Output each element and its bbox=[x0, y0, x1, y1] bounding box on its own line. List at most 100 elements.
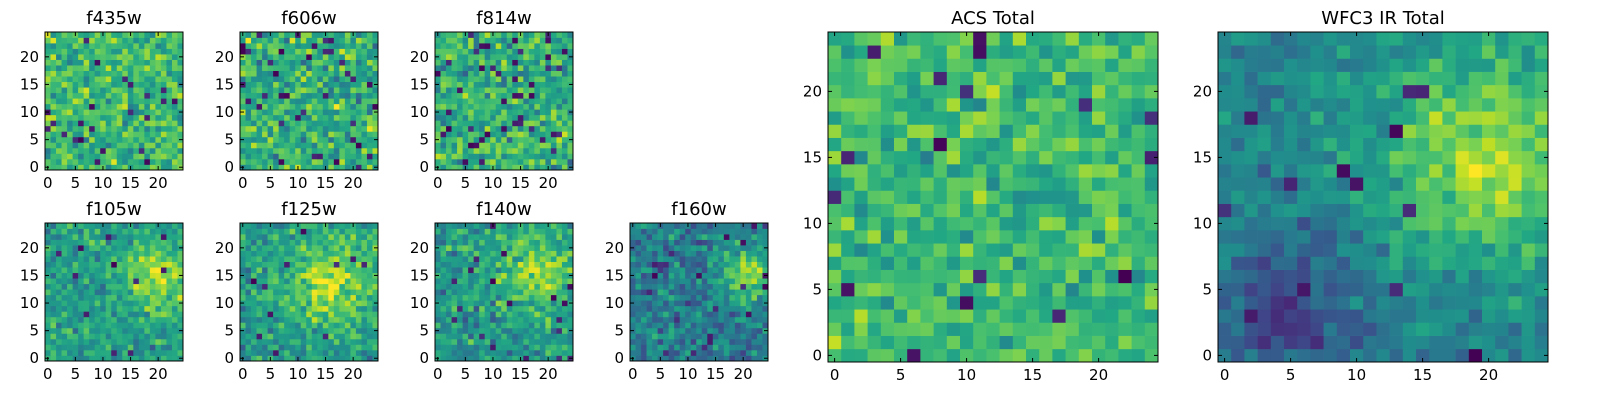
heatmap-cell bbox=[718, 223, 725, 229]
heatmap-cell bbox=[668, 300, 675, 307]
heatmap-cell bbox=[1026, 269, 1040, 284]
heatmap-cell bbox=[67, 261, 73, 268]
heatmap-cell bbox=[473, 153, 480, 160]
x-tick-label: 15 bbox=[511, 365, 530, 383]
heatmap-cell bbox=[56, 147, 62, 154]
heatmap-cell bbox=[361, 125, 368, 132]
heatmap-cell bbox=[350, 48, 357, 55]
heatmap-cell bbox=[495, 158, 502, 165]
heatmap-cell bbox=[517, 245, 524, 251]
heatmap-cell bbox=[1039, 282, 1053, 297]
heatmap-cell bbox=[328, 355, 335, 362]
heatmap-cell bbox=[344, 294, 351, 301]
heatmap-cell bbox=[317, 81, 324, 88]
heatmap-cell bbox=[663, 278, 669, 285]
heatmap-cell bbox=[273, 147, 279, 154]
heatmap-cell bbox=[495, 327, 502, 334]
heatmap-cell bbox=[668, 239, 675, 246]
heatmap-cell bbox=[534, 125, 541, 132]
heatmap-cell bbox=[105, 103, 112, 110]
heatmap-cell bbox=[473, 228, 480, 235]
heatmap-cell bbox=[61, 32, 68, 38]
heatmap-cell bbox=[517, 300, 524, 307]
heatmap-cell bbox=[751, 322, 758, 329]
heatmap-cell bbox=[251, 327, 257, 334]
heatmap-cell bbox=[495, 305, 502, 312]
heatmap-cell bbox=[457, 54, 463, 60]
heatmap-cell bbox=[344, 131, 351, 138]
heatmap-cell bbox=[506, 98, 513, 105]
heatmap-cell bbox=[72, 322, 79, 329]
heatmap-cell bbox=[311, 136, 318, 143]
heatmap-cell bbox=[462, 125, 469, 132]
heatmap-cell bbox=[94, 131, 101, 138]
heatmap-cell bbox=[1144, 322, 1159, 336]
heatmap-cell bbox=[668, 327, 675, 334]
heatmap-cell bbox=[534, 48, 541, 55]
heatmap-cell bbox=[149, 37, 156, 44]
heatmap-cell bbox=[171, 272, 178, 279]
heatmap-cell bbox=[284, 103, 291, 110]
heatmap-cell bbox=[295, 278, 302, 285]
heatmap-cell bbox=[528, 65, 535, 71]
heatmap-cell bbox=[960, 309, 974, 323]
heatmap-cell bbox=[166, 344, 173, 351]
heatmap-cell bbox=[506, 59, 513, 66]
heatmap-cell bbox=[550, 120, 557, 127]
heatmap-cell bbox=[160, 76, 167, 83]
heatmap-cell bbox=[1026, 230, 1040, 244]
heatmap-cell bbox=[473, 70, 480, 77]
heatmap-cell bbox=[528, 283, 535, 290]
heatmap-cell bbox=[273, 272, 279, 279]
heatmap-cell bbox=[539, 300, 546, 307]
heatmap-cell bbox=[696, 349, 703, 356]
heatmap-cell bbox=[339, 164, 346, 171]
heatmap-cell bbox=[734, 305, 741, 312]
heatmap-cell bbox=[528, 131, 535, 138]
heatmap-cell bbox=[451, 59, 458, 66]
heatmap-cell bbox=[262, 322, 268, 329]
heatmap-cell bbox=[1052, 203, 1066, 218]
heatmap-cell bbox=[144, 54, 151, 60]
heatmap-cell bbox=[127, 153, 134, 160]
heatmap-cell bbox=[712, 311, 719, 318]
heatmap-cell bbox=[867, 243, 882, 257]
heatmap-cell bbox=[690, 278, 697, 285]
heatmap-cell bbox=[512, 245, 519, 251]
heatmap-cell bbox=[462, 267, 469, 274]
heatmap-cell bbox=[72, 76, 79, 83]
heatmap-cell bbox=[245, 338, 252, 345]
heatmap-cell bbox=[100, 300, 107, 307]
heatmap-cell bbox=[457, 70, 463, 77]
heatmap-cell bbox=[907, 322, 921, 336]
heatmap-cell bbox=[451, 147, 458, 154]
heatmap-cell bbox=[668, 322, 675, 329]
heatmap-cell bbox=[94, 267, 101, 274]
heatmap-cell bbox=[138, 164, 145, 171]
heatmap-cell bbox=[300, 349, 307, 356]
heatmap-cell bbox=[267, 239, 274, 246]
heatmap-cell bbox=[289, 344, 296, 351]
heatmap-cell bbox=[149, 289, 156, 296]
heatmap-cell bbox=[545, 267, 552, 274]
heatmap-cell bbox=[267, 65, 274, 71]
heatmap-cell bbox=[361, 48, 368, 55]
heatmap-cell bbox=[94, 142, 101, 149]
heatmap-cell bbox=[907, 282, 921, 297]
heatmap-cell bbox=[696, 311, 703, 318]
heatmap-cell bbox=[528, 158, 535, 165]
heatmap-cell bbox=[484, 142, 491, 149]
heatmap-cell bbox=[56, 250, 62, 257]
heatmap-cell bbox=[894, 335, 908, 350]
heatmap-cell bbox=[372, 70, 379, 77]
heatmap-cell bbox=[350, 70, 357, 77]
heatmap-cell bbox=[78, 245, 84, 251]
heatmap-cell bbox=[89, 245, 96, 251]
heatmap-cell bbox=[149, 114, 156, 121]
heatmap-cell bbox=[933, 335, 948, 350]
heatmap-cell bbox=[166, 333, 173, 340]
heatmap-cell bbox=[556, 37, 563, 44]
heatmap-cell bbox=[155, 294, 162, 301]
heatmap-cell bbox=[490, 333, 497, 340]
heatmap-cell bbox=[567, 98, 574, 105]
